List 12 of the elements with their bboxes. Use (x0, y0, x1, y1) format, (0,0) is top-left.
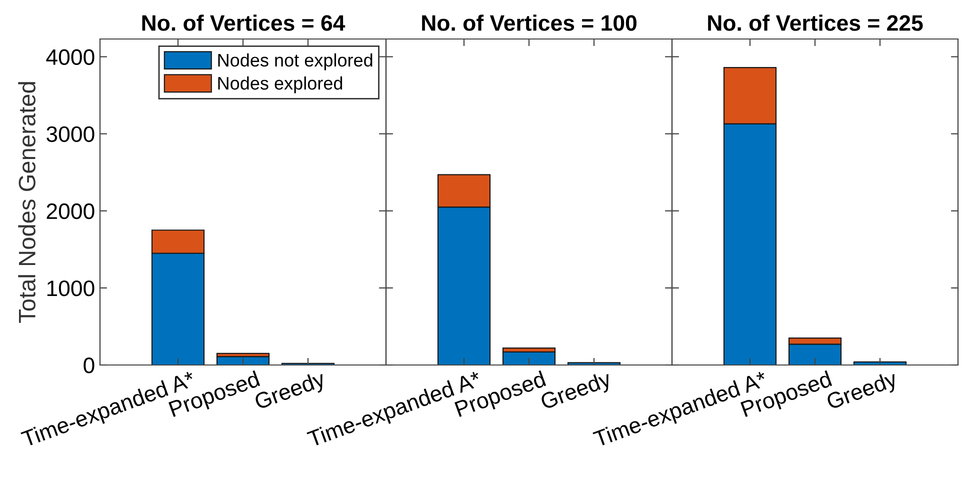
y-tick-label: 2000 (46, 203, 94, 220)
legend-label: Nodes explored (218, 76, 342, 94)
y-axis-title: Total Nodes Generated (18, 82, 36, 323)
y-tick-label: 1000 (47, 280, 94, 296)
chart-title: No. of Vertices = 64 (142, 14, 346, 31)
bar (502, 351, 556, 365)
chart-title: No. of Vertices = 100 (422, 14, 636, 31)
legend-label: Nodes not explored (218, 53, 372, 70)
chart-title: No. of Vertices = 225 (708, 14, 923, 31)
y-tick-label: 3000 (46, 126, 94, 142)
y-tick-label: 4000 (46, 49, 94, 65)
y-tick-label: 0 (84, 358, 94, 374)
